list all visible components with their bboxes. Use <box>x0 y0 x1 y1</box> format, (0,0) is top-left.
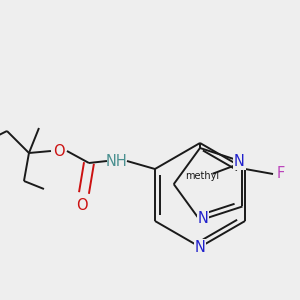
Text: N: N <box>195 239 206 254</box>
Text: N: N <box>234 154 245 169</box>
Text: F: F <box>277 167 285 182</box>
Text: NH: NH <box>106 154 128 169</box>
Text: O: O <box>53 143 65 158</box>
Text: N: N <box>198 211 208 226</box>
Text: methyl: methyl <box>185 171 220 181</box>
Text: O: O <box>76 197 88 212</box>
